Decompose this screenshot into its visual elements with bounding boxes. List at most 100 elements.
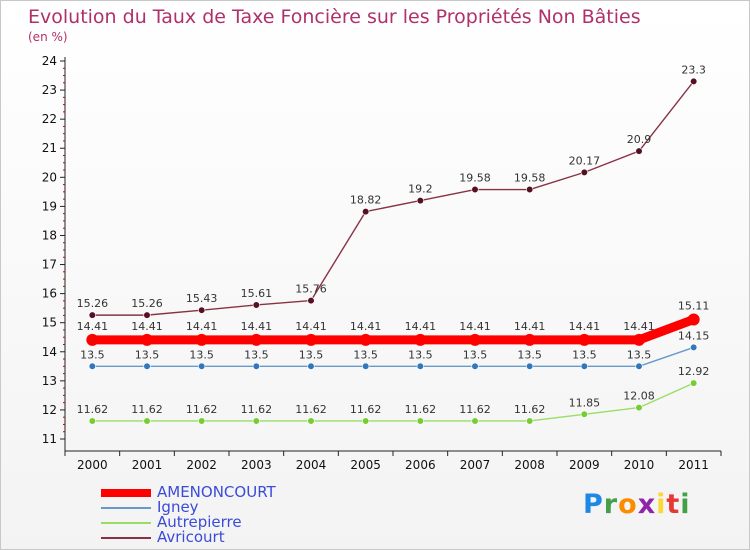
data-point: [471, 185, 479, 194]
legend-swatch: [101, 507, 151, 509]
data-point: [307, 417, 315, 425]
data-label: 13.5: [80, 348, 105, 361]
data-label: 11.62: [77, 403, 109, 416]
data-point: [88, 417, 96, 425]
data-point: [195, 333, 208, 346]
data-label: 15.76: [295, 283, 327, 296]
y-tick-label: 19: [42, 199, 57, 213]
data-label: 11.62: [459, 403, 491, 416]
data-point: [198, 362, 206, 370]
data-point: [143, 417, 151, 425]
data-point: [414, 333, 427, 346]
legend-swatch: [101, 522, 151, 524]
data-point: [635, 147, 643, 155]
legend-label: Autrepierre: [157, 513, 242, 531]
data-label: 13.5: [408, 348, 433, 361]
x-tick-label: 2000: [77, 458, 108, 472]
data-point: [86, 333, 99, 346]
data-point: [198, 306, 206, 314]
logo-letter: P: [583, 489, 604, 520]
y-tick-label: 11: [42, 432, 57, 446]
data-point: [687, 313, 700, 326]
data-label: 15.43: [186, 292, 218, 305]
data-point: [362, 417, 370, 425]
data-label: 14.41: [514, 320, 546, 333]
data-label: 14.41: [186, 320, 218, 333]
logo-letter: r: [603, 489, 619, 520]
data-label: 13.5: [299, 348, 324, 361]
data-point: [359, 333, 372, 346]
legend-label: Avricourt: [157, 528, 225, 546]
data-point: [416, 196, 424, 205]
data-label: 13.5: [572, 348, 597, 361]
data-label: 14.41: [241, 320, 273, 333]
logo-letter: x: [637, 489, 657, 520]
series-line: [87, 314, 699, 345]
data-label: 14.41: [350, 320, 382, 333]
data-label: 11.62: [241, 403, 273, 416]
x-tick-label: 2001: [132, 458, 163, 472]
data-point: [690, 379, 698, 387]
data-label: 11.62: [186, 403, 218, 416]
legend-swatch: [101, 537, 151, 539]
data-label: 12.92: [678, 365, 710, 378]
y-tick-label: 15: [42, 316, 57, 330]
data-label: 13.5: [353, 348, 378, 361]
y-tick-label: 16: [42, 287, 57, 301]
data-point: [305, 333, 317, 346]
data-label: 15.26: [131, 297, 163, 310]
data-label: 18.82: [350, 194, 382, 207]
data-point: [307, 362, 315, 370]
data-point: [141, 333, 153, 346]
data-point: [526, 362, 534, 370]
data-point: [580, 362, 588, 370]
data-label: 14.41: [459, 320, 491, 333]
data-label: 23.3: [681, 63, 706, 76]
data-label: 15.61: [241, 287, 273, 300]
data-label: 20.17: [569, 154, 601, 167]
data-point: [635, 403, 643, 412]
data-label: 13.5: [627, 348, 652, 361]
data-label: 20.9: [627, 133, 652, 146]
data-point: [88, 362, 96, 370]
data-point: [143, 362, 151, 370]
data-point: [416, 417, 424, 425]
data-point: [416, 362, 424, 370]
data-label: 13.5: [189, 348, 214, 361]
x-tick-label: 2010: [624, 458, 655, 472]
legend-swatch: [101, 489, 151, 497]
x-tick-label: 2008: [514, 458, 545, 472]
data-point: [307, 296, 315, 305]
data-label: 14.41: [623, 320, 655, 333]
y-tick-label: 22: [42, 112, 57, 126]
data-label: 13.5: [135, 348, 160, 361]
data-label: 11.62: [295, 403, 327, 416]
x-tick-label: 2006: [405, 458, 436, 472]
data-label: 19.58: [459, 172, 491, 185]
data-point: [633, 333, 645, 346]
logo-letter: o: [618, 489, 638, 520]
series-line: [91, 382, 695, 422]
y-tick-label: 13: [42, 374, 57, 388]
x-tick-label: 2011: [678, 458, 709, 472]
data-point: [578, 333, 591, 346]
x-tick-label: 2004: [296, 458, 327, 472]
x-tick-label: 2002: [186, 458, 217, 472]
data-label: 15.11: [678, 299, 710, 312]
data-label: 14.41: [295, 320, 327, 333]
data-label: 11.62: [350, 403, 382, 416]
data-point: [471, 362, 479, 370]
data-label: 14.41: [405, 320, 437, 333]
data-label: 15.26: [77, 297, 109, 310]
data-point: [362, 362, 370, 370]
data-label: 14.15: [678, 329, 710, 342]
legend-label: AMENONCOURT: [157, 483, 276, 501]
data-point: [252, 417, 260, 425]
series-line: [91, 80, 695, 316]
x-tick-label: 2003: [241, 458, 272, 472]
data-point: [580, 168, 588, 176]
data-point: [690, 343, 698, 352]
y-tick-label: 20: [42, 170, 57, 184]
